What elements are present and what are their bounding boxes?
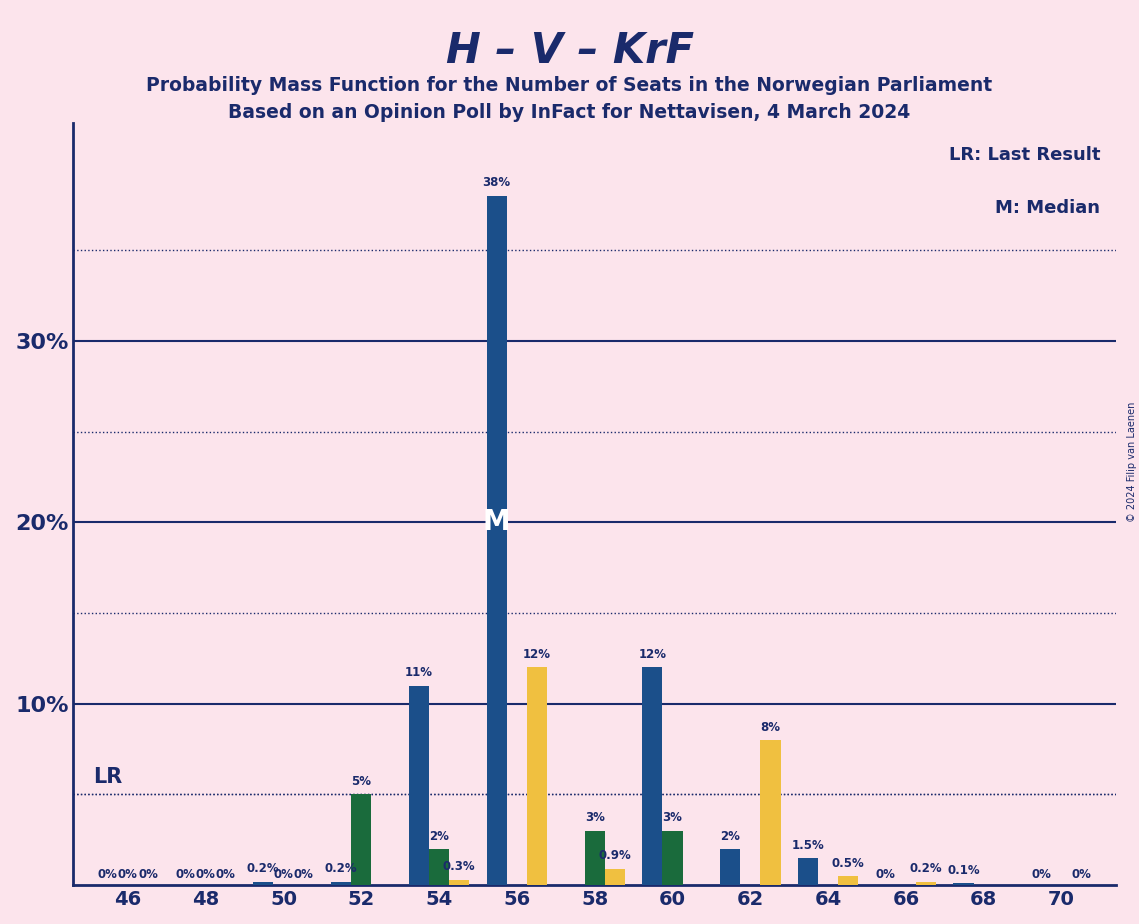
Text: Based on an Opinion Poll by InFact for Nettavisen, 4 March 2024: Based on an Opinion Poll by InFact for N… bbox=[229, 103, 910, 123]
Text: 0.5%: 0.5% bbox=[831, 857, 865, 869]
Text: 0%: 0% bbox=[876, 868, 895, 881]
Text: 2%: 2% bbox=[429, 830, 449, 843]
Text: 0.1%: 0.1% bbox=[948, 864, 980, 877]
Bar bbox=[449, 880, 469, 885]
Bar bbox=[527, 667, 547, 885]
Bar bbox=[838, 876, 859, 885]
Text: 0%: 0% bbox=[1032, 868, 1051, 881]
Bar bbox=[797, 857, 818, 885]
Text: 8%: 8% bbox=[761, 721, 780, 734]
Text: Probability Mass Function for the Number of Seats in the Norwegian Parliament: Probability Mass Function for the Number… bbox=[147, 76, 992, 95]
Text: 0%: 0% bbox=[196, 868, 215, 881]
Text: © 2024 Filip van Laenen: © 2024 Filip van Laenen bbox=[1126, 402, 1137, 522]
Bar bbox=[916, 881, 936, 885]
Bar bbox=[663, 831, 682, 885]
Text: 2%: 2% bbox=[720, 830, 740, 843]
Text: 0%: 0% bbox=[1072, 868, 1091, 881]
Text: 12%: 12% bbox=[638, 648, 666, 661]
Bar bbox=[761, 740, 780, 885]
Text: 0.2%: 0.2% bbox=[910, 862, 942, 875]
Text: 1.5%: 1.5% bbox=[792, 839, 825, 852]
Bar bbox=[605, 869, 625, 885]
Text: 0.9%: 0.9% bbox=[599, 849, 631, 862]
Text: 0%: 0% bbox=[273, 868, 294, 881]
Text: 0%: 0% bbox=[216, 868, 236, 881]
Text: 3%: 3% bbox=[663, 811, 682, 824]
Text: M: M bbox=[483, 508, 510, 536]
Text: 0%: 0% bbox=[98, 868, 117, 881]
Bar bbox=[584, 831, 605, 885]
Text: H – V – KrF: H – V – KrF bbox=[445, 30, 694, 71]
Text: 0%: 0% bbox=[294, 868, 313, 881]
Text: 0.2%: 0.2% bbox=[247, 862, 279, 875]
Text: 0%: 0% bbox=[175, 868, 196, 881]
Bar bbox=[253, 881, 273, 885]
Text: 3%: 3% bbox=[584, 811, 605, 824]
Bar bbox=[486, 196, 507, 885]
Text: LR: Last Result: LR: Last Result bbox=[949, 146, 1100, 164]
Bar bbox=[429, 849, 449, 885]
Bar bbox=[351, 795, 371, 885]
Bar bbox=[409, 686, 429, 885]
Text: 38%: 38% bbox=[483, 176, 510, 189]
Bar bbox=[953, 883, 974, 885]
Text: 0.2%: 0.2% bbox=[325, 862, 358, 875]
Text: 0.3%: 0.3% bbox=[443, 860, 476, 873]
Text: M: Median: M: Median bbox=[995, 200, 1100, 217]
Bar bbox=[720, 849, 740, 885]
Bar bbox=[642, 667, 663, 885]
Text: 11%: 11% bbox=[404, 666, 433, 679]
Bar bbox=[331, 881, 351, 885]
Text: 12%: 12% bbox=[523, 648, 551, 661]
Text: LR: LR bbox=[92, 767, 122, 787]
Text: 0%: 0% bbox=[138, 868, 158, 881]
Text: 0%: 0% bbox=[118, 868, 138, 881]
Text: 5%: 5% bbox=[351, 775, 371, 788]
